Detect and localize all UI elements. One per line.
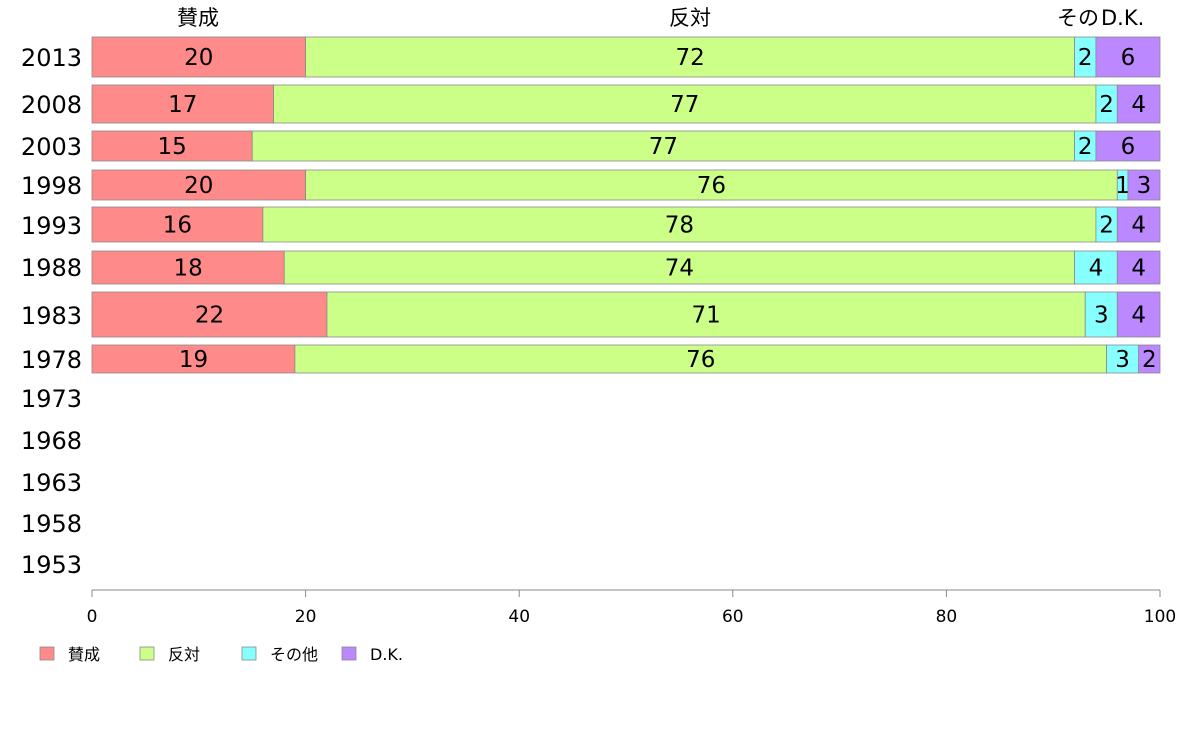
column-header-labels: 賛成 反対 その D.K. <box>177 6 1144 30</box>
bar-1988-series-2 <box>1074 250 1118 285</box>
legend-swatch-1 <box>139 646 155 661</box>
bar-label-1978-series-1: 76 <box>686 347 715 373</box>
bar-label-1983-series-2: 3 <box>1094 303 1109 329</box>
bar-label-1988-series-1: 74 <box>665 256 694 282</box>
year-label-2008: 2008 <box>21 91 82 119</box>
bar-label-2003-series-0: 15 <box>157 134 186 160</box>
year-label-2003: 2003 <box>21 133 82 161</box>
bar-label-1998-series-0: 20 <box>184 173 213 199</box>
x-tick-label-40: 40 <box>508 607 530 627</box>
bar-label-1998-series-3: 3 <box>1137 173 1152 199</box>
bar-label-1993-series-1: 78 <box>665 213 694 239</box>
x-tick-label-20: 20 <box>295 607 317 627</box>
year-label-1978: 1978 <box>21 346 82 374</box>
year-axis-labels: 2013 2008 2003 1998 1993 1988 1983 1978 1973 1968… <box>21 44 82 579</box>
year-label-1953: 1953 <box>21 551 82 579</box>
legend-label-2: その他 <box>270 645 318 664</box>
bar-label-2013-series-3: 6 <box>1121 45 1136 71</box>
year-label-1973: 1973 <box>21 385 82 413</box>
bar-1988-series-3 <box>1116 250 1161 285</box>
x-tick-label-80: 80 <box>936 607 958 627</box>
bar-label-2013-series-2: 2 <box>1078 45 1093 71</box>
year-label-1993: 1993 <box>21 212 82 240</box>
year-label-2013: 2013 <box>21 44 82 72</box>
x-tick-label-60: 60 <box>722 607 744 627</box>
bar-label-1988-series-0: 18 <box>173 256 202 282</box>
year-label-1998: 1998 <box>21 172 82 200</box>
legend-label-0: 賛成 <box>68 645 100 664</box>
header-label-agree: 賛成 <box>177 6 219 30</box>
bar-label-2008-series-2: 2 <box>1099 92 1114 118</box>
legend: 賛成 反対 その他 D.K. <box>39 645 403 664</box>
bar-2003-series-1 <box>251 130 1075 162</box>
bar-label-2008-series-0: 17 <box>168 92 197 118</box>
bar-1978-series-3 <box>1138 344 1161 374</box>
bar-1978-series-1 <box>294 344 1108 374</box>
bar-1998-series-3 <box>1127 169 1161 201</box>
bar-1998-series-0 <box>91 169 307 201</box>
bar-1978-series-2 <box>1106 344 1140 374</box>
legend-label-3: D.K. <box>370 645 403 664</box>
bar-1993-series-0 <box>91 206 264 243</box>
bar-label-2008-series-3: 4 <box>1131 92 1146 118</box>
bar-label-1988-series-2: 4 <box>1089 256 1104 282</box>
header-label-other: その <box>1057 6 1099 30</box>
bar-label-1998-series-1: 76 <box>697 173 726 199</box>
bar-label-2003-series-2: 2 <box>1078 134 1093 160</box>
bar-label-1998-series-2: 1 <box>1115 173 1130 199</box>
header-label-oppose: 反対 <box>669 6 711 30</box>
bars: 20 72 2 617 77 2 415 77 2 620 76 1 316 78 2 418 74 4 422 71… <box>91 36 1161 374</box>
year-label-1988: 1988 <box>21 254 82 282</box>
bar-label-1993-series-3: 4 <box>1131 213 1146 239</box>
bar-label-1983-series-1: 71 <box>691 303 720 329</box>
year-label-1968: 1968 <box>21 427 82 455</box>
bar-1998-series-1 <box>305 169 1118 201</box>
legend-swatch-2 <box>241 646 257 661</box>
bar-label-1978-series-2: 3 <box>1115 347 1130 373</box>
bar-2013-series-0 <box>91 36 307 78</box>
x-tick-label-0: 0 <box>87 607 98 627</box>
legend-swatch-0 <box>39 646 55 661</box>
bar-label-1983-series-0: 22 <box>195 303 224 329</box>
bar-2003-series-0 <box>91 130 253 162</box>
bar-label-2008-series-1: 77 <box>670 92 699 118</box>
x-tick-label-100: 100 <box>1144 607 1176 627</box>
bar-1983-series-2 <box>1084 291 1118 338</box>
year-label-1958: 1958 <box>21 510 82 538</box>
bar-2008-series-1 <box>273 84 1097 124</box>
bar-label-1983-series-3: 4 <box>1131 303 1146 329</box>
bar-1983-series-0 <box>91 291 328 338</box>
bar-label-2013-series-0: 20 <box>184 45 213 71</box>
bar-label-2003-series-3: 6 <box>1121 134 1136 160</box>
bar-1978-series-0 <box>91 344 296 374</box>
legend-swatch-3 <box>341 646 357 661</box>
bar-1983-series-1 <box>326 291 1086 338</box>
bar-label-1978-series-0: 19 <box>179 347 208 373</box>
bar-2008-series-3 <box>1116 84 1161 124</box>
bar-1993-series-3 <box>1116 206 1161 243</box>
bar-label-1993-series-2: 2 <box>1099 213 1114 239</box>
year-label-1963: 1963 <box>21 469 82 497</box>
x-axis: 0 20 40 60 80 100 <box>87 589 1176 627</box>
bar-label-2013-series-1: 72 <box>675 45 704 71</box>
bar-2003-series-3 <box>1095 130 1161 162</box>
bar-label-1993-series-0: 16 <box>163 213 192 239</box>
legend-label-1: 反対 <box>168 645 200 664</box>
bar-1988-series-0 <box>91 250 285 285</box>
header-label-dk: D.K. <box>1101 6 1144 30</box>
bar-label-1978-series-3: 2 <box>1142 347 1157 373</box>
bar-2013-series-1 <box>305 36 1075 78</box>
bar-label-2003-series-1: 77 <box>649 134 678 160</box>
bar-label-1988-series-3: 4 <box>1131 256 1146 282</box>
bar-1988-series-1 <box>283 250 1075 285</box>
bar-1983-series-3 <box>1116 291 1161 338</box>
year-label-1983: 1983 <box>21 302 82 330</box>
bar-1993-series-1 <box>262 206 1097 243</box>
bar-2008-series-0 <box>91 84 274 124</box>
bar-2013-series-3 <box>1095 36 1161 78</box>
